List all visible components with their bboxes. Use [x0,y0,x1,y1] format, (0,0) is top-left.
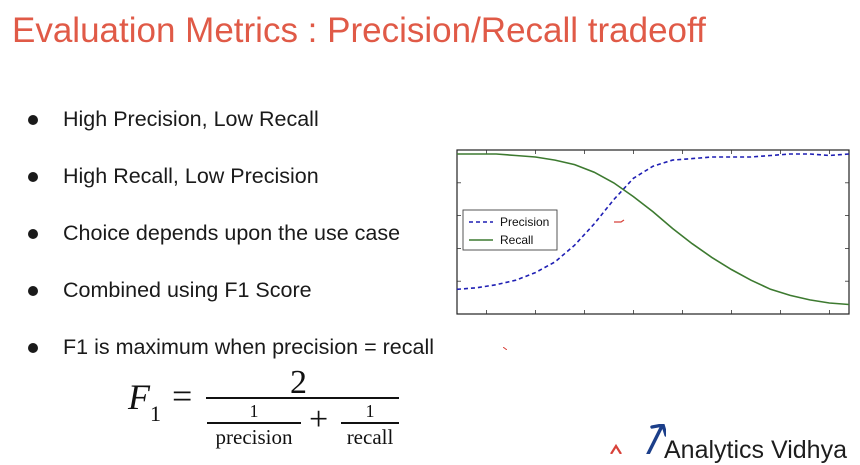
legend-box [462,209,558,251]
red-mark-icon [614,219,625,223]
bullet-dot-icon [28,229,38,239]
formula-equals: = [172,376,193,416]
bullet-text: F1 is maximum when precision = recall [63,335,435,359]
recall-fraction-bar [341,422,399,424]
recall-series-line [457,153,850,306]
bullet-text: High Recall, Low Precision [63,164,319,188]
bullet-dot-icon [28,172,38,182]
slide-title: Evaluation Metrics : Precision/Recall tr… [12,11,706,50]
formula-numerator: 2 [290,364,307,401]
bullet-text: Combined using F1 Score [63,278,312,302]
legend-precision-label: Precision [500,215,549,229]
formula-lhs: F1 [128,376,161,427]
recall-fraction-denominator: recall [346,424,394,449]
bullet-dot-icon [28,343,38,353]
recall-fraction: 1 recall [341,402,399,448]
analytics-vidhya-watermark: Analytics Vidhya [606,424,856,464]
precision-fraction-denominator: precision [215,424,293,449]
precision-fraction-numerator: 1 [249,401,259,421]
formula-subscript: 1 [150,401,161,427]
watermark-text: Analytics Vidhya [664,436,847,464]
precision-recall-chart: Precision Recall [456,149,850,315]
bullet-dot-icon [28,115,38,125]
red-dot-mark [502,337,508,351]
precision-fraction-bar [207,422,301,424]
precision-fraction: 1 precision [207,402,301,448]
precision-series-line [456,153,850,291]
analytics-vidhya-logo-icon [610,424,666,454]
bullet-text: Choice depends upon the use case [63,221,401,245]
chart-legend: Precision Recall [462,209,558,251]
formula-fraction-bar [206,397,399,399]
legend-recall-label: Recall [500,233,533,247]
formula-plus: + [309,401,329,438]
bullet-dot-icon [28,286,38,296]
formula-f: F [128,377,150,417]
bullet-text: High Precision, Low Recall [63,107,319,131]
recall-fraction-numerator: 1 [365,401,375,421]
